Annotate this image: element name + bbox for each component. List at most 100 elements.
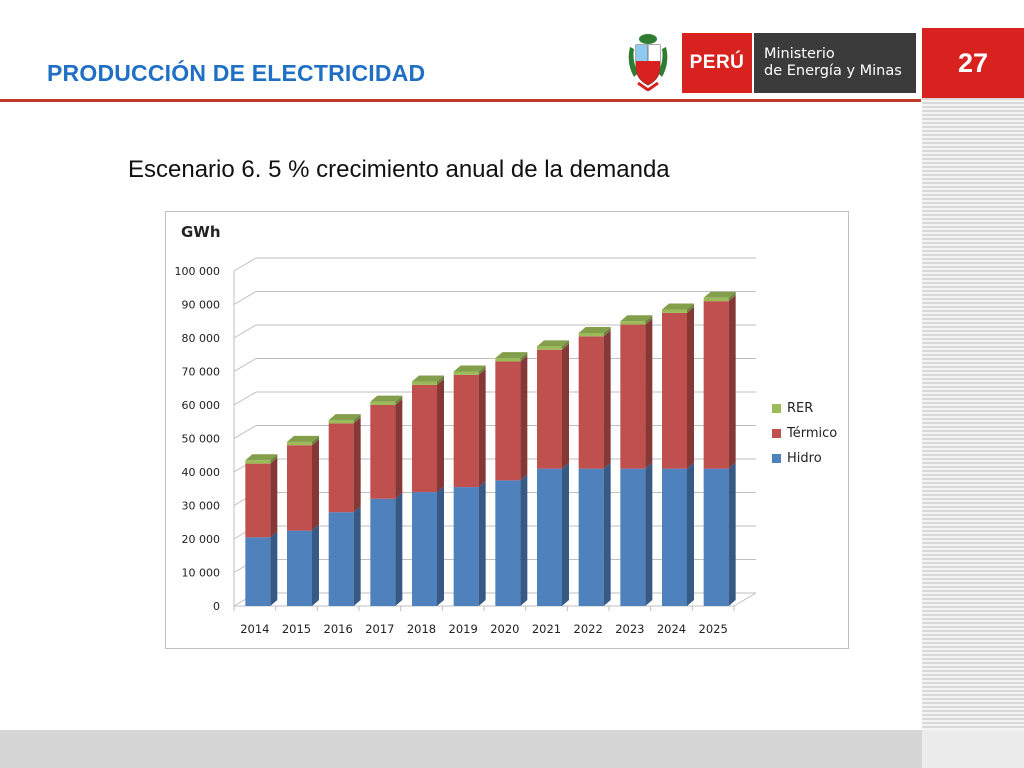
legend-label: Térmico bbox=[787, 426, 838, 441]
bar-rer-2016 bbox=[328, 420, 354, 424]
bar-top-2018 bbox=[412, 375, 444, 382]
floor-edge-line bbox=[733, 592, 757, 607]
bar-side-rer-2024 bbox=[687, 303, 694, 313]
x-tick-label: 2025 bbox=[699, 622, 728, 636]
bar-side-térmico-2021 bbox=[562, 343, 569, 469]
bar-rer-2018 bbox=[412, 381, 437, 385]
footer-bar-right bbox=[922, 730, 1024, 768]
bar-side-hidro-2018 bbox=[437, 486, 444, 606]
x-tick-label: 2014 bbox=[240, 622, 269, 636]
bar-hidro-2022 bbox=[578, 468, 604, 606]
bar-side-térmico-2020 bbox=[520, 355, 528, 481]
scenario-title: Escenario 6. 5 % crecimiento anual de la… bbox=[128, 156, 670, 183]
bar-hidro-2014 bbox=[245, 537, 271, 606]
bar-side-hidro-2015 bbox=[312, 524, 319, 606]
bar-top-2016 bbox=[328, 414, 361, 421]
bar-side-térmico-2019 bbox=[478, 368, 486, 488]
bar-side-hidro-2023 bbox=[645, 462, 653, 606]
legend-swatch bbox=[772, 429, 781, 438]
bar-rer-2017 bbox=[370, 401, 396, 405]
y-tick-label: 60 000 bbox=[182, 399, 221, 412]
bar-rer-2022 bbox=[578, 332, 604, 337]
bar-side-rer-2023 bbox=[645, 315, 653, 325]
bar-térmico-2021 bbox=[537, 349, 562, 469]
bar-side-rer-2021 bbox=[562, 340, 569, 350]
bar-rer-2015 bbox=[287, 441, 312, 446]
bar-hidro-2024 bbox=[662, 468, 687, 606]
bar-térmico-2016 bbox=[328, 423, 354, 513]
peru-coat-of-arms-icon bbox=[628, 34, 668, 91]
bar-side-rer-2022 bbox=[603, 326, 611, 337]
bar-side-rer-2016 bbox=[353, 414, 361, 424]
bar-side-rer-2014 bbox=[270, 454, 278, 464]
bar-térmico-2022 bbox=[578, 336, 604, 469]
bar-hidro-2020 bbox=[495, 480, 521, 606]
x-tick-label: 2022 bbox=[574, 622, 603, 636]
x-tick-label: 2023 bbox=[615, 622, 644, 636]
y-tick-label: 10 000 bbox=[182, 567, 221, 580]
bar-rer-2025 bbox=[703, 297, 729, 302]
bar-rer-2014 bbox=[245, 460, 271, 464]
bar-side-térmico-2025 bbox=[728, 295, 736, 469]
legend-item: Hidro bbox=[772, 446, 837, 471]
legend-label: Hidro bbox=[787, 451, 822, 466]
header-divider bbox=[0, 99, 921, 102]
bar-top-2014 bbox=[245, 454, 278, 461]
bar-side-rer-2019 bbox=[478, 365, 486, 375]
grid-side-line bbox=[233, 257, 257, 272]
grid-side-line bbox=[233, 391, 257, 406]
bar-hidro-2023 bbox=[620, 468, 646, 606]
x-tick-label: 2015 bbox=[282, 622, 311, 636]
bar-top-2024 bbox=[662, 303, 694, 310]
bar-térmico-2018 bbox=[412, 384, 437, 493]
bar-térmico-2014 bbox=[245, 463, 271, 538]
bar-hidro-2016 bbox=[328, 512, 354, 606]
bar-hidro-2019 bbox=[453, 487, 479, 606]
y-axis-title: GWh bbox=[181, 223, 221, 241]
bar-side-térmico-2018 bbox=[437, 378, 444, 493]
ministry-line-1: Ministerio bbox=[764, 46, 835, 62]
page-number: 27 bbox=[922, 28, 1024, 98]
bar-top-2022 bbox=[578, 326, 611, 333]
chart-legend: RER Térmico Hidro bbox=[772, 396, 837, 471]
bar-térmico-2015 bbox=[287, 445, 312, 531]
footer-bar bbox=[0, 730, 922, 768]
bar-side-hidro-2021 bbox=[562, 462, 569, 606]
grid-side-line bbox=[233, 425, 257, 439]
grid-side-line bbox=[233, 324, 257, 339]
bar-rer-2019 bbox=[453, 371, 479, 375]
bar-side-hidro-2024 bbox=[687, 462, 694, 606]
bar-top-2025 bbox=[703, 291, 736, 298]
bar-térmico-2017 bbox=[370, 405, 396, 499]
bar-side-hidro-2022 bbox=[603, 462, 611, 606]
bar-side-rer-2015 bbox=[312, 435, 319, 446]
bar-side-rer-2018 bbox=[437, 375, 444, 385]
y-tick-label: 30 000 bbox=[182, 500, 221, 513]
x-tick-label: 2016 bbox=[324, 622, 353, 636]
bar-hidro-2021 bbox=[537, 468, 562, 606]
bar-térmico-2024 bbox=[662, 312, 687, 469]
page-title: PRODUCCIÓN DE ELECTRICIDAD bbox=[47, 60, 426, 86]
bar-top-2017 bbox=[370, 395, 403, 402]
bar-side-térmico-2015 bbox=[312, 439, 319, 531]
y-tick-label: 80 000 bbox=[182, 332, 221, 345]
y-tick-label: 70 000 bbox=[182, 366, 221, 379]
x-tick-label: 2017 bbox=[365, 622, 394, 636]
bar-rer-2021 bbox=[537, 346, 562, 350]
y-tick-label: 50 000 bbox=[182, 433, 221, 446]
bar-side-térmico-2023 bbox=[645, 318, 653, 469]
bar-hidro-2018 bbox=[412, 492, 437, 606]
bar-térmico-2023 bbox=[620, 324, 646, 469]
bar-side-hidro-2020 bbox=[520, 474, 528, 606]
bar-side-rer-2017 bbox=[395, 395, 403, 405]
bar-térmico-2020 bbox=[495, 361, 521, 481]
bar-side-hidro-2016 bbox=[353, 506, 361, 606]
bar-side-térmico-2017 bbox=[395, 399, 403, 499]
bar-rer-2024 bbox=[662, 309, 687, 313]
bar-top-2020 bbox=[495, 352, 528, 359]
y-tick-label: 90 000 bbox=[182, 299, 221, 312]
bar-side-hidro-2017 bbox=[395, 492, 403, 606]
bar-hidro-2015 bbox=[287, 530, 312, 606]
bar-side-térmico-2024 bbox=[687, 306, 694, 469]
